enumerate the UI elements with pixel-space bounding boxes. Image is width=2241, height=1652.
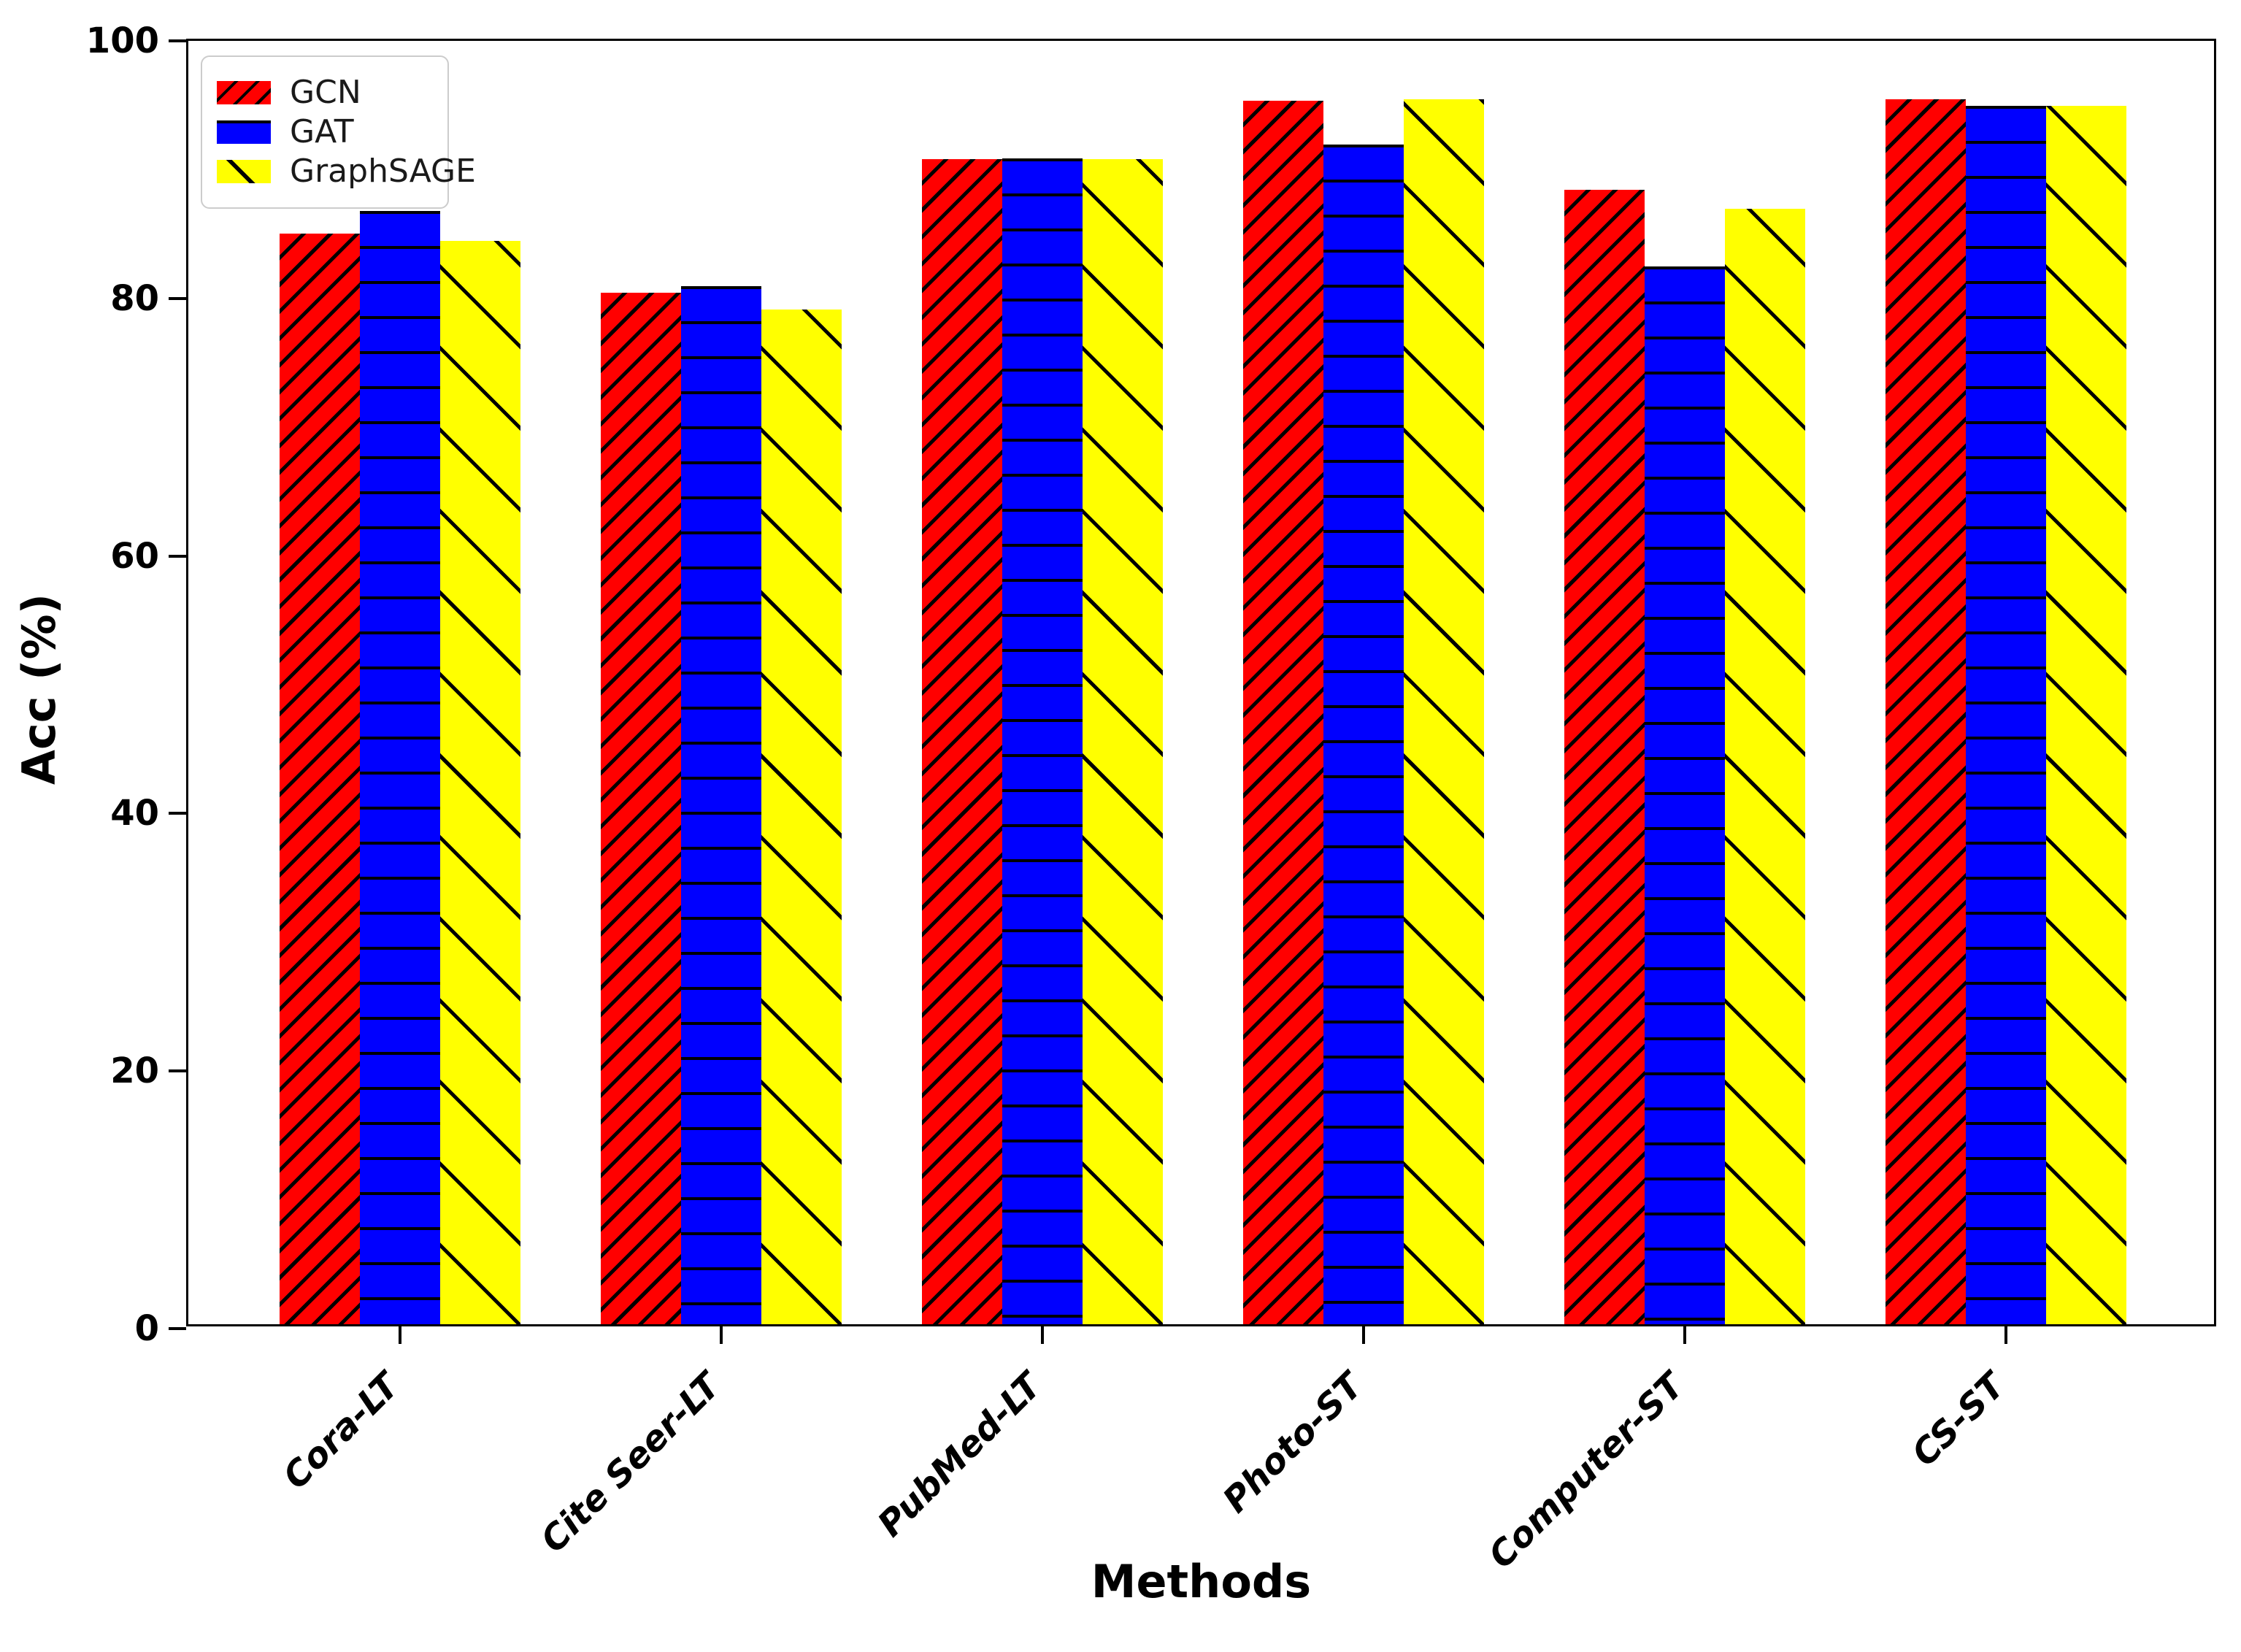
legend-item-gcn: GCN <box>217 76 433 110</box>
y-tick-mark-20 <box>169 1069 186 1073</box>
legend-item-graphsage: GraphSAGE <box>217 155 476 188</box>
bar-gat-pubmed-lt <box>1002 158 1083 1324</box>
bar-graphsage-pubmed-lt <box>1083 159 1163 1324</box>
x-tick-mark-photo-st <box>1362 1326 1365 1344</box>
bar-gcn-photo-st <box>1243 101 1323 1324</box>
x-tick-label-cora-lt: Cora-LT <box>275 1365 407 1497</box>
bar-gcn-pubmed-lt <box>922 159 1002 1324</box>
x-tick-mark-cite-seer-lt <box>720 1326 723 1344</box>
y-tick-mark-80 <box>169 296 186 300</box>
legend-item-gat: GAT <box>217 115 433 149</box>
bar-gat-cs-st <box>1966 106 2046 1324</box>
x-tick-mark-pubmed-lt <box>1041 1326 1044 1344</box>
y-tick-label-40: 40 <box>110 793 159 834</box>
bar-gat-computer-st <box>1645 266 1725 1324</box>
x-tick-mark-cora-lt <box>399 1326 401 1344</box>
legend-swatch-gat-icon <box>217 120 271 144</box>
y-tick-label-20: 20 <box>110 1050 159 1092</box>
y-tick-mark-40 <box>169 812 186 815</box>
y-tick-label-80: 80 <box>110 277 159 319</box>
legend-label-gcn: GCN <box>290 74 361 111</box>
legend-label-gat: GAT <box>290 113 354 150</box>
bar-gcn-cs-st <box>1886 99 1966 1324</box>
y-tick-label-60: 60 <box>110 535 159 577</box>
y-tick-mark-100 <box>169 39 186 42</box>
bar-gat-cite-seer-lt <box>681 286 761 1324</box>
bar-graphsage-cs-st <box>2046 106 2126 1324</box>
bar-graphsage-cora-lt <box>440 241 520 1324</box>
legend-swatch-graphsage-icon <box>217 160 271 183</box>
bar-gcn-cite-seer-lt <box>601 293 681 1324</box>
x-axis-title: Methods <box>1091 1555 1312 1608</box>
y-tick-label-0: 0 <box>134 1308 159 1349</box>
x-tick-label-pubmed-lt: PubMed-LT <box>869 1365 1050 1545</box>
bar-graphsage-photo-st <box>1404 99 1484 1324</box>
bar-graphsage-computer-st <box>1725 209 1805 1324</box>
y-tick-label-100: 100 <box>85 20 159 61</box>
bar-gat-photo-st <box>1323 145 1404 1324</box>
y-tick-mark-60 <box>169 554 186 558</box>
x-tick-mark-cs-st <box>2004 1326 2007 1344</box>
y-tick-mark-0 <box>169 1327 186 1330</box>
legend-swatch-gcn-icon <box>217 81 271 104</box>
x-tick-label-computer-st: Computer-ST <box>1480 1365 1692 1577</box>
bar-graphsage-cite-seer-lt <box>761 310 842 1324</box>
x-tick-label-cite-seer-lt: Cite Seer-LT <box>533 1365 729 1561</box>
x-tick-label-photo-st: Photo-ST <box>1215 1365 1371 1521</box>
legend: GCN GAT GraphSAGE <box>201 55 476 209</box>
legend-label-graphsage: GraphSAGE <box>290 153 476 190</box>
x-tick-mark-computer-st <box>1683 1326 1686 1344</box>
bar-gcn-cora-lt <box>280 234 360 1324</box>
x-tick-label-cs-st: CS-ST <box>1904 1365 2013 1475</box>
bar-gat-cora-lt <box>360 211 440 1324</box>
plot-area: GCN GAT GraphSAGE Cora-LT Cite Seer-LT PubMe… <box>86 20 2216 1577</box>
bar-gcn-computer-st <box>1564 190 1645 1324</box>
